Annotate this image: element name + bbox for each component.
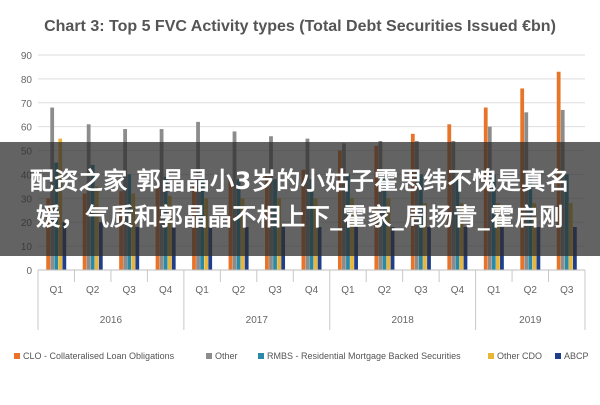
legend-label: Other <box>215 351 238 361</box>
x-tick-label: Q4 <box>451 285 465 296</box>
x-tick-label: Q3 <box>560 285 574 296</box>
y-tick-label: 70 <box>21 99 33 110</box>
x-tick-label: Q1 <box>341 285 355 296</box>
legend-swatch <box>488 353 494 359</box>
x-axis: Q1 Q2 Q3 Q4 Q1 Q2 Q3 Q4 Q1 Q2 Q3 Q4 Q1 Q2 Q3 2016 2017 20… <box>37 269 586 330</box>
x-group-label: 2017 <box>246 315 269 326</box>
legend: CLO - Collateralised Loan Obligations Oth… <box>14 351 589 361</box>
chart-title: Chart 3: Top 5 FVC Activity types (Total… <box>44 18 556 35</box>
x-tick-label: Q4 <box>159 285 173 296</box>
x-group-label: 2016 <box>100 315 123 326</box>
x-tick-label: Q3 <box>122 285 136 296</box>
y-tick-label: 90 <box>21 51 33 62</box>
legend-label: Other CDO <box>497 351 542 361</box>
legend-label: ABCP <box>564 351 589 361</box>
x-tick-label: Q2 <box>378 285 392 296</box>
x-tick-label: Q1 <box>487 285 501 296</box>
legend-swatch <box>206 353 212 359</box>
y-tick-label: 80 <box>21 75 33 86</box>
overlay-banner: 配资之家 郭晶晶小3岁的小姑子霍思纬不愧是真名媛，气质和郭晶晶不相上下_霍家_周… <box>0 142 600 256</box>
y-tick-label: 0 <box>26 266 32 277</box>
x-tick-label: Q4 <box>305 285 319 296</box>
x-tick-label: Q3 <box>268 285 282 296</box>
y-tick-label: 60 <box>21 123 33 134</box>
x-tick-label: Q2 <box>524 285 538 296</box>
x-tick-label: Q3 <box>414 285 428 296</box>
overlay-text: 配资之家 郭晶晶小3岁的小姑子霍思纬不愧是真名媛，气质和郭晶晶不相上下_霍家_周… <box>29 167 571 231</box>
legend-label: CLO - Collateralised Loan Obligations <box>23 351 175 361</box>
legend-label: RMBS - Residential Mortgage Backed Secur… <box>267 351 461 361</box>
x-tick-label: Q1 <box>50 285 64 296</box>
legend-swatch <box>555 353 561 359</box>
x-group-label: 2019 <box>519 315 542 326</box>
legend-swatch <box>14 353 20 359</box>
x-tick-label: Q2 <box>232 285 246 296</box>
x-tick-label: Q1 <box>195 285 209 296</box>
legend-swatch <box>258 353 264 359</box>
x-tick-label: Q2 <box>86 285 100 296</box>
x-group-label: 2018 <box>392 315 415 326</box>
